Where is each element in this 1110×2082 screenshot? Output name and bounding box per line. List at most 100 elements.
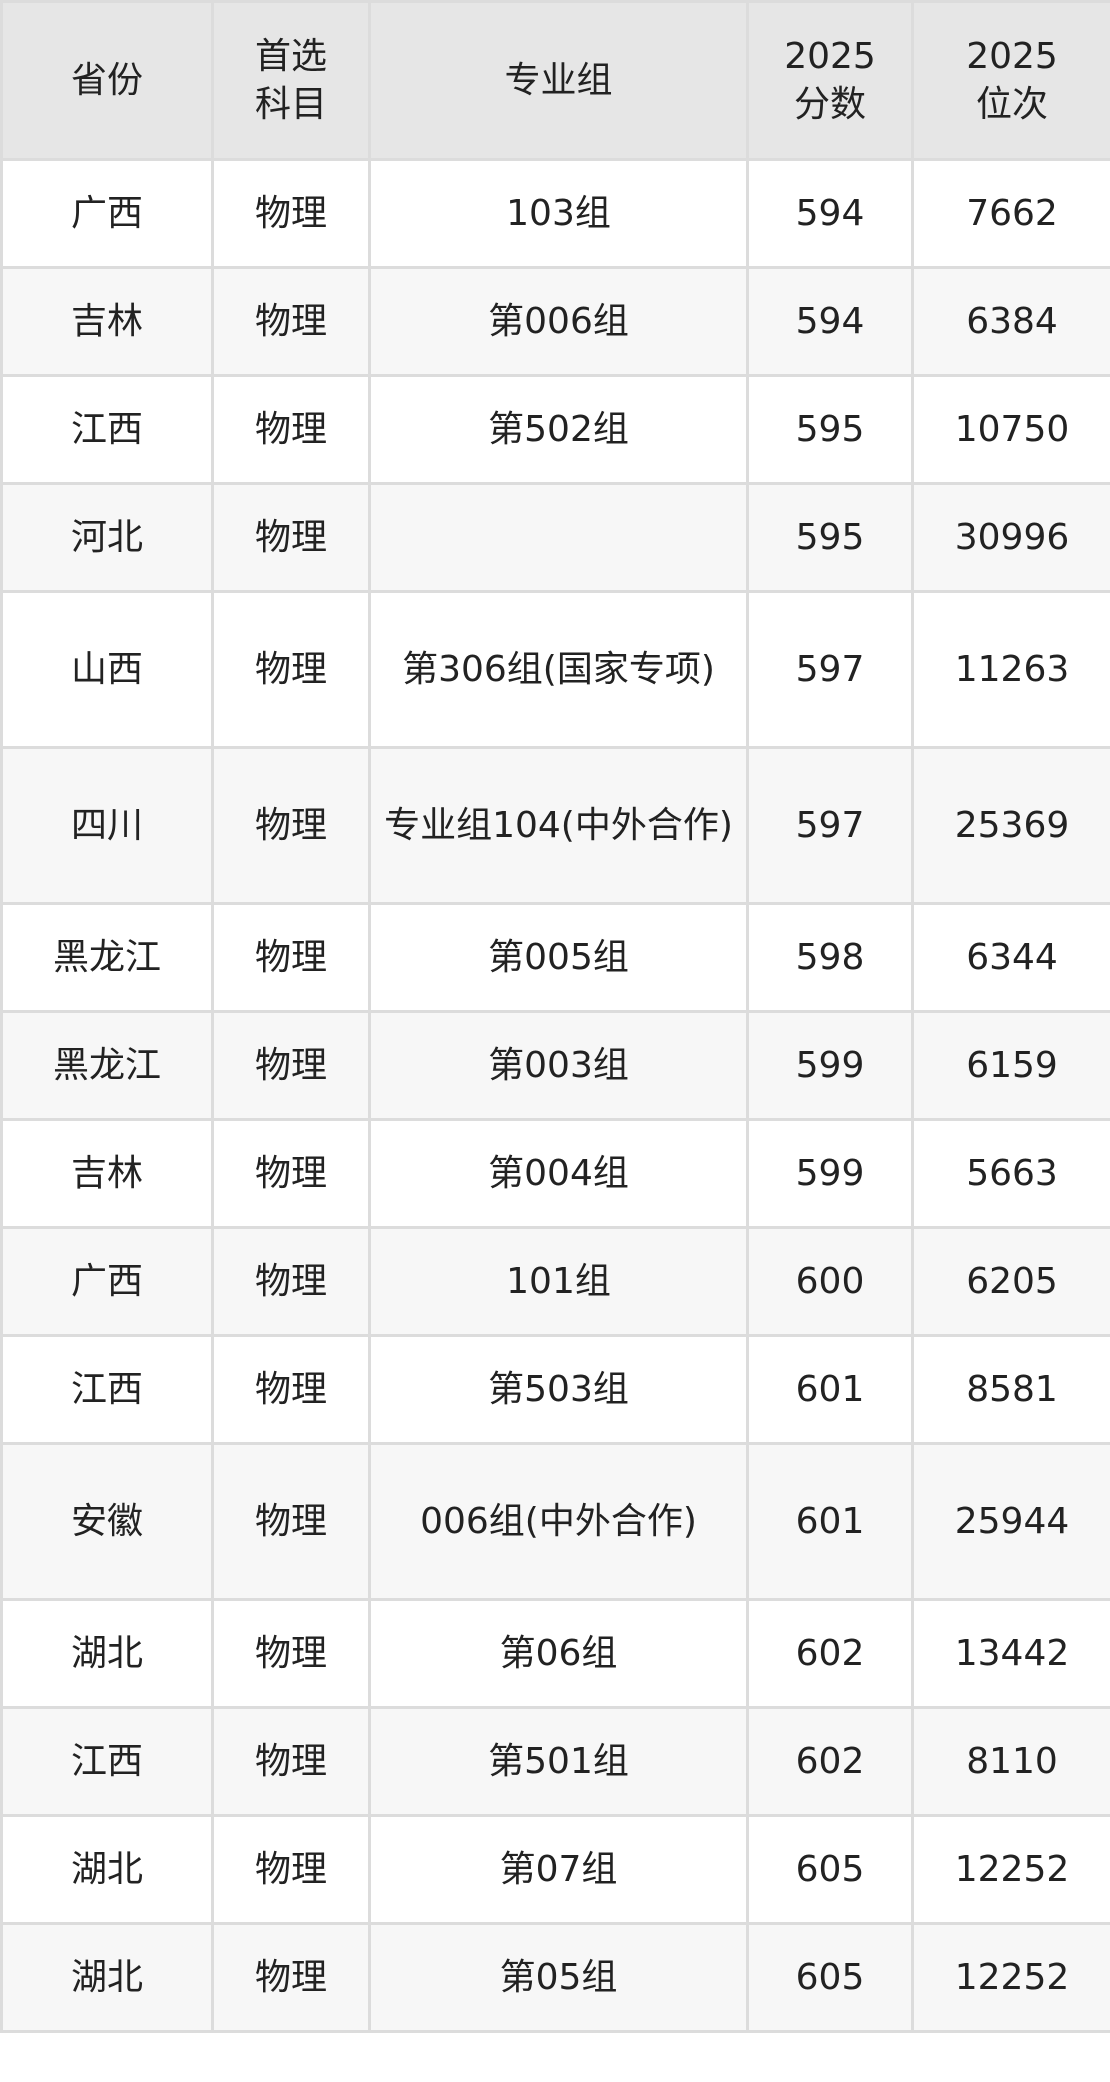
- table-row: 黑龙江 物理 第005组 598 6344: [0, 902, 1110, 1013]
- cell-province: 河北: [0, 482, 214, 593]
- table-row: 湖北 物理 第05组 605 12252: [0, 1922, 1110, 2033]
- table-row: 河北 物理 595 30996: [0, 482, 1110, 593]
- cell-score: 594: [746, 158, 914, 269]
- cell-province: 湖北: [0, 1814, 214, 1925]
- cell-score: 602: [746, 1706, 914, 1817]
- cell-score: 594: [746, 266, 914, 377]
- cell-subject: 物理: [211, 1814, 371, 1925]
- cell-score: 599: [746, 1010, 914, 1121]
- cell-score: 605: [746, 1814, 914, 1925]
- cell-rank: 6344: [911, 902, 1110, 1013]
- cell-province: 江西: [0, 1334, 214, 1445]
- cell-group: 103组: [368, 158, 749, 269]
- cell-subject: 物理: [211, 266, 371, 377]
- cell-score: 599: [746, 1118, 914, 1229]
- cell-subject: 物理: [211, 1706, 371, 1817]
- cell-group: 第502组: [368, 374, 749, 485]
- cell-score: 605: [746, 1922, 914, 2033]
- cell-score: 598: [746, 902, 914, 1013]
- header-score: 2025 分数: [746, 0, 914, 161]
- cell-subject: 物理: [211, 1598, 371, 1709]
- cell-subject: 物理: [211, 482, 371, 593]
- cell-subject: 物理: [211, 590, 371, 749]
- table-row: 吉林 物理 第004组 599 5663: [0, 1118, 1110, 1229]
- cell-province: 江西: [0, 374, 214, 485]
- table-row: 广西 物理 101组 600 6205: [0, 1226, 1110, 1337]
- cell-subject: 物理: [211, 746, 371, 905]
- header-row: 省份 首选 科目 专业组 2025 分数 2025 位次: [0, 0, 1110, 161]
- cell-score: 597: [746, 590, 914, 749]
- cell-group: 第05组: [368, 1922, 749, 2033]
- cell-province: 江西: [0, 1706, 214, 1817]
- cell-province: 黑龙江: [0, 1010, 214, 1121]
- cell-rank: 5663: [911, 1118, 1110, 1229]
- cell-province: 黑龙江: [0, 902, 214, 1013]
- cell-rank: 12252: [911, 1922, 1110, 2033]
- cell-score: 602: [746, 1598, 914, 1709]
- cell-rank: 25944: [911, 1442, 1110, 1601]
- cell-group: 专业组104(中外合作): [368, 746, 749, 905]
- cell-rank: 6384: [911, 266, 1110, 377]
- cell-province: 湖北: [0, 1922, 214, 2033]
- header-subject: 首选 科目: [211, 0, 371, 161]
- cell-rank: 7662: [911, 158, 1110, 269]
- table-row: 吉林 物理 第006组 594 6384: [0, 266, 1110, 377]
- cell-score: 601: [746, 1442, 914, 1601]
- table-row: 广西 物理 103组 594 7662: [0, 158, 1110, 269]
- cell-group: 第006组: [368, 266, 749, 377]
- cell-subject: 物理: [211, 158, 371, 269]
- header-group: 专业组: [368, 0, 749, 161]
- cell-subject: 物理: [211, 1010, 371, 1121]
- table-row: 湖北 物理 第06组 602 13442: [0, 1598, 1110, 1709]
- cell-group: [368, 482, 749, 593]
- table-row: 安徽 物理 006组(中外合作) 601 25944: [0, 1442, 1110, 1601]
- table-row: 四川 物理 专业组104(中外合作) 597 25369: [0, 746, 1110, 905]
- table-row: 湖北 物理 第07组 605 12252: [0, 1814, 1110, 1925]
- cell-province: 山西: [0, 590, 214, 749]
- cell-province: 广西: [0, 158, 214, 269]
- cell-score: 600: [746, 1226, 914, 1337]
- cell-group: 第503组: [368, 1334, 749, 1445]
- table-row: 黑龙江 物理 第003组 599 6159: [0, 1010, 1110, 1121]
- cell-rank: 13442: [911, 1598, 1110, 1709]
- table-row: 江西 物理 第503组 601 8581: [0, 1334, 1110, 1445]
- cell-subject: 物理: [211, 1226, 371, 1337]
- cell-province: 四川: [0, 746, 214, 905]
- cell-rank: 8110: [911, 1706, 1110, 1817]
- cell-group: 101组: [368, 1226, 749, 1337]
- cell-rank: 25369: [911, 746, 1110, 905]
- cell-group: 第005组: [368, 902, 749, 1013]
- cell-group: 第004组: [368, 1118, 749, 1229]
- cell-group: 第06组: [368, 1598, 749, 1709]
- cell-group: 第07组: [368, 1814, 749, 1925]
- cell-rank: 11263: [911, 590, 1110, 749]
- cell-score: 595: [746, 482, 914, 593]
- header-province: 省份: [0, 0, 214, 161]
- cell-rank: 12252: [911, 1814, 1110, 1925]
- cell-subject: 物理: [211, 1442, 371, 1601]
- cell-rank: 10750: [911, 374, 1110, 485]
- cell-rank: 6159: [911, 1010, 1110, 1121]
- cell-province: 安徽: [0, 1442, 214, 1601]
- cell-subject: 物理: [211, 902, 371, 1013]
- cell-group: 006组(中外合作): [368, 1442, 749, 1601]
- cell-rank: 8581: [911, 1334, 1110, 1445]
- cell-score: 595: [746, 374, 914, 485]
- score-table: 省份 首选 科目 专业组 2025 分数 2025 位次 广西 物理 103组 594…: [0, 0, 1110, 2033]
- cell-score: 597: [746, 746, 914, 905]
- cell-province: 吉林: [0, 1118, 214, 1229]
- table-row: 山西 物理 第306组(国家专项) 597 11263: [0, 590, 1110, 749]
- table-row: 江西 物理 第501组 602 8110: [0, 1706, 1110, 1817]
- header-rank: 2025 位次: [911, 0, 1110, 161]
- cell-subject: 物理: [211, 374, 371, 485]
- cell-score: 601: [746, 1334, 914, 1445]
- cell-province: 湖北: [0, 1598, 214, 1709]
- cell-subject: 物理: [211, 1118, 371, 1229]
- cell-group: 第003组: [368, 1010, 749, 1121]
- cell-subject: 物理: [211, 1334, 371, 1445]
- cell-subject: 物理: [211, 1922, 371, 2033]
- cell-group: 第306组(国家专项): [368, 590, 749, 749]
- cell-group: 第501组: [368, 1706, 749, 1817]
- cell-rank: 30996: [911, 482, 1110, 593]
- table-row: 江西 物理 第502组 595 10750: [0, 374, 1110, 485]
